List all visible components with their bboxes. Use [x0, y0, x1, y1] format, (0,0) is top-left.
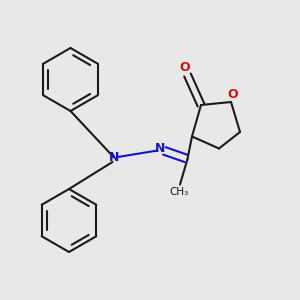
Text: CH₃: CH₃ [169, 187, 188, 197]
Text: N: N [155, 142, 166, 155]
Text: O: O [179, 61, 190, 74]
Text: O: O [227, 88, 238, 101]
Text: N: N [109, 151, 119, 164]
